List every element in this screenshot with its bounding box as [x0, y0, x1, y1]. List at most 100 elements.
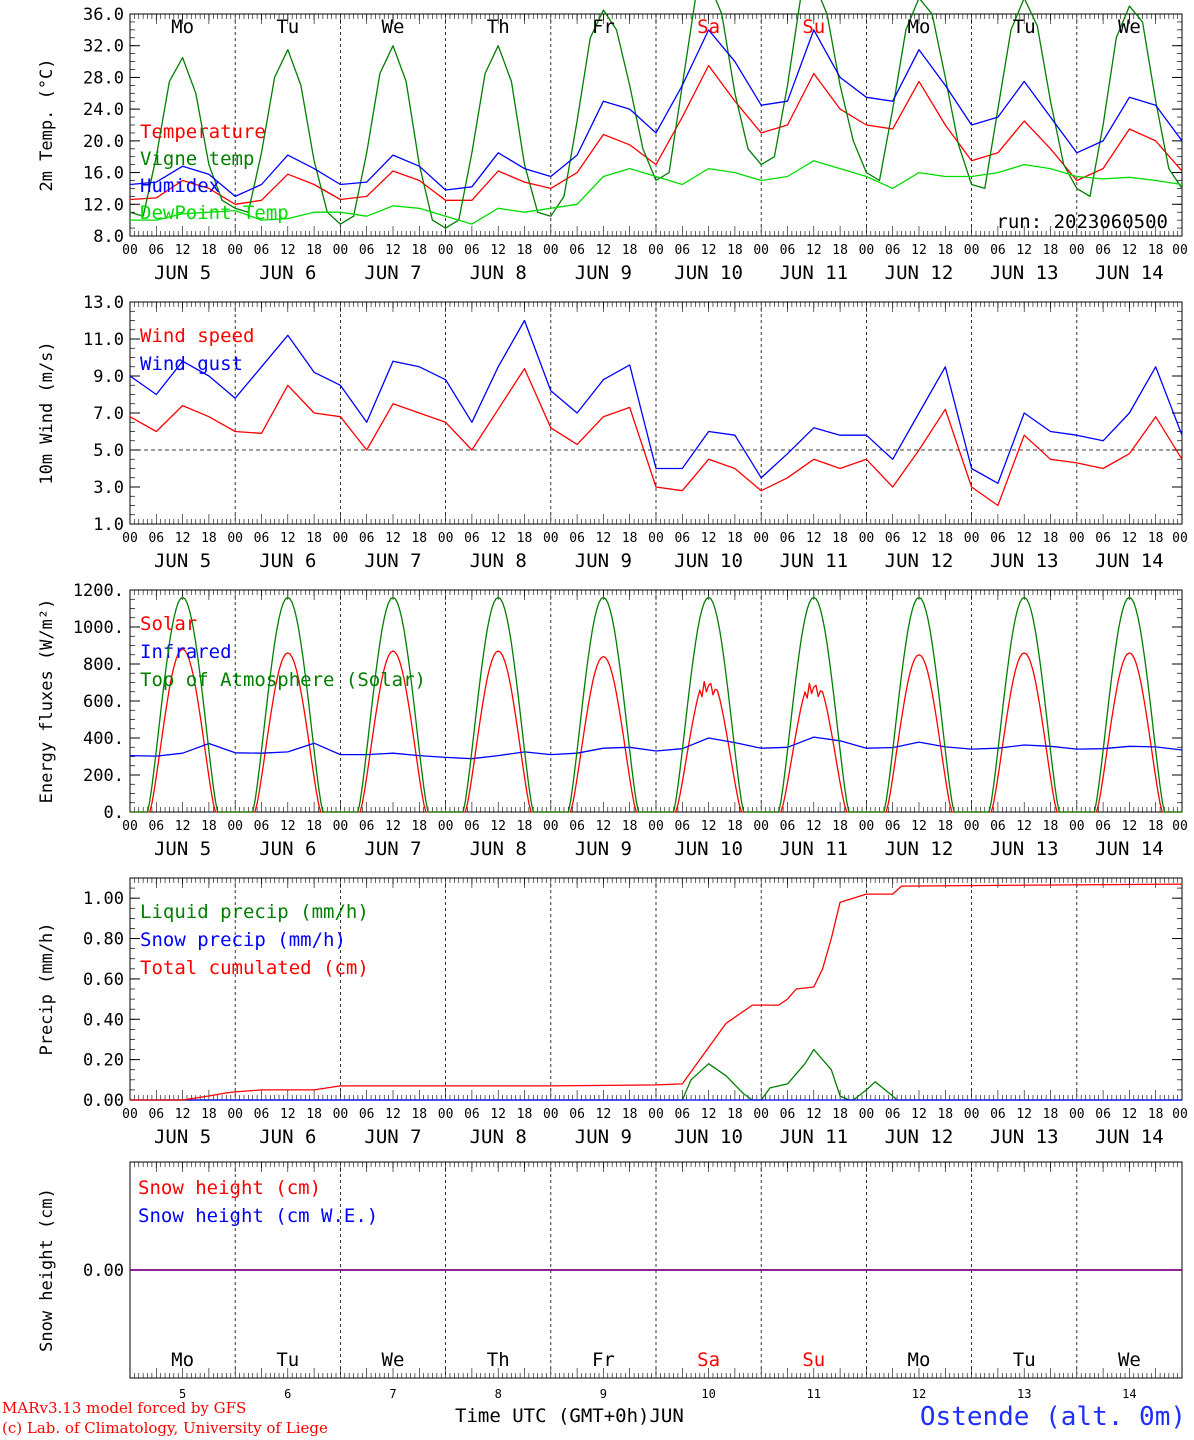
wind-hour-label: 18 [937, 531, 953, 546]
snow-panel: 0.00 Snow height (cm) Snow height (cm) Snow… [37, 1161, 1183, 1379]
energy-hour-label: 12 [1122, 819, 1138, 834]
station-name: Ostende (alt. 0m) [919, 1402, 1186, 1432]
snow-date-label: 13 [1017, 1387, 1031, 1401]
precip-panel: 0.00 0.20 0.40 0.60 0.80 1.00 Precip (mm/h) Liq… [37, 877, 1188, 1148]
temperature-weekday-label: Mo [908, 16, 931, 38]
wind-series-line [129, 367, 1183, 507]
temperature-hour-label: 00 [333, 243, 349, 258]
precip-legend-entry: Liquid precip (mm/h) [140, 901, 369, 923]
wind-y-tick-label: 13.0 [83, 293, 124, 313]
wind-hour-label: 06 [885, 531, 901, 546]
wind-hour-label: 00 [227, 531, 243, 546]
temperature-hour-label: 18 [1148, 243, 1164, 258]
energy-hour-label: 06 [885, 819, 901, 834]
precip-hour-label: 06 [674, 1107, 690, 1122]
precip-date-label: JUN 14 [1095, 1126, 1164, 1148]
energy-hour-label: 12 [280, 819, 296, 834]
temperature-hour-label: 06 [464, 243, 480, 258]
snow-legend-entry: Snow height (cm) [138, 1177, 321, 1199]
energy-hour-label: 06 [464, 819, 480, 834]
snow-weekday-label: Sa [697, 1349, 720, 1371]
precip-date-label: JUN 9 [575, 1126, 632, 1148]
energy-hour-label: 12 [175, 819, 191, 834]
snow-y-tick-label: 0.00 [83, 1261, 124, 1281]
precip-series-line [130, 883, 1183, 1101]
wind-hour-label: 18 [727, 531, 743, 546]
energy-date-label: JUN 7 [364, 838, 421, 860]
temperature-hour-label: 06 [1095, 243, 1111, 258]
precip-date-label: JUN 12 [885, 1126, 954, 1148]
energy-legend-entry: Solar [140, 613, 197, 635]
precip-hour-label: 00 [859, 1107, 875, 1122]
precip-date-label: JUN 7 [364, 1126, 421, 1148]
temperature-hour-label: 00 [122, 243, 138, 258]
temperature-y-tick-label: 16.0 [83, 164, 124, 184]
energy-hour-label: 12 [701, 819, 717, 834]
run-label: run: 2023060500 [996, 211, 1168, 233]
wind-y-tick-label: 5.0 [93, 441, 124, 461]
wind-date-label: JUN 8 [470, 550, 527, 572]
energy-y-axis-label: Energy fluxes (W/m²) [37, 599, 57, 804]
energy-hour-label: 12 [385, 819, 401, 834]
precip-date-label: JUN 10 [674, 1126, 743, 1148]
energy-hour-label: 18 [1043, 819, 1059, 834]
precip-hour-label: 00 [1172, 1107, 1188, 1122]
precip-hour-label: 12 [1016, 1107, 1032, 1122]
energy-legend-entry: Infrared [140, 641, 232, 663]
temperature-series-line [129, 64, 1183, 205]
wind-date-label: JUN 9 [575, 550, 632, 572]
precip-hour-label: 12 [280, 1107, 296, 1122]
x-axis-title-text: Time UTC (GMT+0h) [455, 1405, 650, 1427]
precip-y-tick-label: 0.40 [83, 1010, 124, 1030]
temperature-date-label: JUN 8 [470, 262, 527, 284]
temperature-weekday-label: Tu [1013, 16, 1036, 38]
wind-hour-label: 00 [753, 531, 769, 546]
temperature-hour-label: 18 [201, 243, 217, 258]
energy-hour-label: 06 [1095, 819, 1111, 834]
precip-hour-label: 00 [438, 1107, 454, 1122]
precip-hour-label: 12 [701, 1107, 717, 1122]
wind-hour-label: 18 [622, 531, 638, 546]
wind-hour-label: 00 [964, 531, 980, 546]
snow-weekday-label: Mo [908, 1349, 931, 1371]
wind-y-tick-label: 7.0 [93, 404, 124, 424]
temperature-hour-label: 06 [885, 243, 901, 258]
snow-date-label: 6 [284, 1387, 291, 1401]
energy-hour-label: 06 [990, 819, 1006, 834]
energy-hour-label: 18 [832, 819, 848, 834]
wind-hour-label: 06 [780, 531, 796, 546]
temperature-y-tick-label: 12.0 [83, 195, 124, 215]
temperature-date-label: JUN 6 [259, 262, 316, 284]
temperature-date-label: JUN 14 [1095, 262, 1164, 284]
precip-hour-label: 18 [727, 1107, 743, 1122]
temperature-y-tick-label: 32.0 [83, 37, 124, 57]
temperature-hour-label: 00 [543, 243, 559, 258]
temperature-hour-label: 00 [648, 243, 664, 258]
wind-hour-label: 06 [148, 531, 164, 546]
wind-hour-label: 06 [569, 531, 585, 546]
energy-hour-label: 00 [964, 819, 980, 834]
temperature-weekday-label: Su [802, 16, 825, 38]
temperature-hour-label: 12 [701, 243, 717, 258]
temperature-legend-entry: DewPoint Temp [140, 202, 289, 224]
precip-hour-label: 18 [1148, 1107, 1164, 1122]
precip-hour-label: 18 [306, 1107, 322, 1122]
temperature-y-tick-label: 20.0 [83, 132, 124, 152]
temperature-date-label: JUN 13 [990, 262, 1059, 284]
temperature-hour-label: 12 [280, 243, 296, 258]
precip-date-label: JUN 8 [470, 1126, 527, 1148]
snow-weekday-label: We [1118, 1349, 1141, 1371]
precip-date-label: JUN 6 [259, 1126, 316, 1148]
wind-hour-label: 12 [1016, 531, 1032, 546]
snow-date-label: 7 [389, 1387, 396, 1401]
energy-hour-label: 12 [490, 819, 506, 834]
precip-y-tick-label: 1.00 [83, 889, 124, 909]
precip-hour-label: 00 [648, 1107, 664, 1122]
wind-date-label: JUN 13 [990, 550, 1059, 572]
temperature-hour-label: 18 [1043, 243, 1059, 258]
energy-hour-label: 18 [1148, 819, 1164, 834]
snow-weekday-label: Su [802, 1349, 825, 1371]
temperature-hour-label: 12 [911, 243, 927, 258]
temperature-weekday-label: Sa [697, 16, 720, 38]
energy-hour-label: 00 [438, 819, 454, 834]
